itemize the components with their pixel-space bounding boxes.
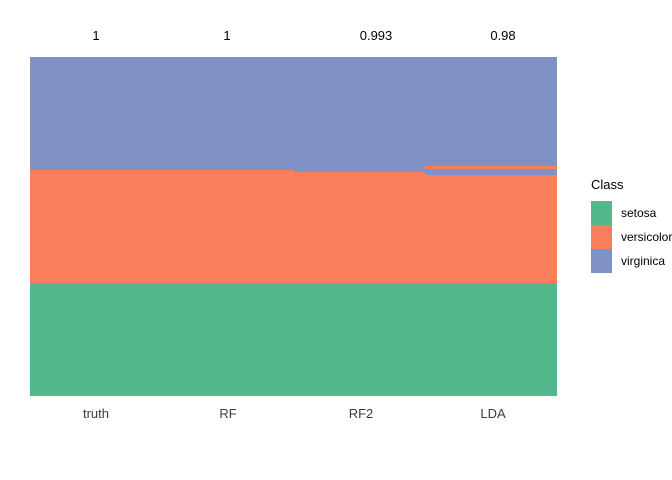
bar-column-RF bbox=[161, 57, 294, 396]
legend-item-virginica: virginica bbox=[591, 249, 672, 273]
x-axis-label-rf2: RF2 bbox=[348, 406, 374, 421]
x-axis-label-lda: LDA bbox=[480, 406, 506, 421]
bar-column-truth bbox=[30, 57, 162, 396]
bar-segment-virginica bbox=[30, 57, 162, 170]
legend-label: versicolor bbox=[621, 230, 672, 244]
legend-label: virginica bbox=[621, 254, 666, 268]
bar-segment-setosa bbox=[425, 283, 557, 396]
legend-swatch-setosa bbox=[591, 201, 612, 225]
legend-label: setosa bbox=[621, 206, 657, 220]
accuracy-label-truth: 1 bbox=[92, 28, 100, 43]
legend: Class setosa versicolor virginica bbox=[591, 177, 672, 273]
bar-segment-versicolor bbox=[30, 169, 162, 283]
bar-column-LDA bbox=[425, 57, 557, 396]
bar-segment-versicolor bbox=[161, 169, 294, 283]
legend-keys: setosa versicolor virginica bbox=[591, 201, 672, 273]
accuracy-label-rf: 1 bbox=[223, 28, 231, 43]
bar-segment-versicolor bbox=[425, 165, 557, 169]
bar-segment-setosa bbox=[293, 282, 426, 396]
plot-area bbox=[30, 57, 557, 396]
legend-item-versicolor: versicolor bbox=[591, 225, 672, 249]
accuracy-label-lda: 0.98 bbox=[490, 28, 516, 43]
accuracy-label-rf2: 0.993 bbox=[359, 28, 393, 43]
bar-segment-versicolor bbox=[293, 172, 426, 283]
legend-item-setosa: setosa bbox=[591, 201, 672, 225]
bar-segment-versicolor bbox=[425, 175, 557, 283]
bar-segment-virginica bbox=[425, 169, 557, 175]
bar-segment-virginica bbox=[161, 57, 294, 170]
bar-segment-virginica bbox=[293, 57, 426, 173]
bar-segment-setosa bbox=[30, 282, 162, 396]
legend-swatch-virginica bbox=[591, 249, 612, 273]
bar-column-RF2 bbox=[293, 57, 426, 396]
x-axis-label-truth: truth bbox=[82, 406, 110, 421]
legend-title: Class bbox=[591, 177, 624, 192]
x-axis-label-rf: RF bbox=[219, 406, 237, 421]
bar-segment-virginica bbox=[425, 57, 557, 166]
bar-segment-setosa bbox=[161, 282, 294, 396]
legend-swatch-versicolor bbox=[591, 225, 612, 249]
